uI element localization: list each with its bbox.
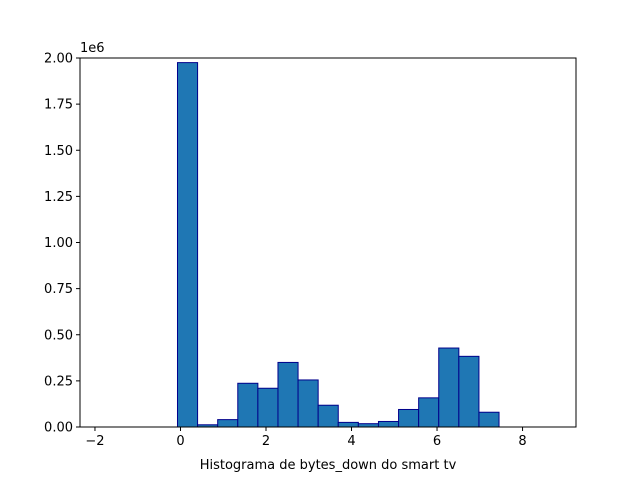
y-tick-label: 1.25 <box>44 190 73 205</box>
y-tick-label: 0.50 <box>44 328 73 343</box>
y-tick-label: 0.00 <box>44 421 73 436</box>
x-tick-label: 0 <box>176 434 184 449</box>
histogram-bar-12 <box>337 421 359 428</box>
x-tick-label: 8 <box>518 434 526 449</box>
histogram-bar-18 <box>458 355 480 428</box>
x-tick-label: 2 <box>262 434 270 449</box>
y-tick-label: 1.75 <box>44 98 73 113</box>
histogram-bar-15 <box>398 408 420 428</box>
histogram-bar-8 <box>257 387 279 428</box>
x-tick-label: 6 <box>433 434 441 449</box>
histogram-bar-11 <box>317 404 339 428</box>
y-tick-label: 1.00 <box>44 236 73 251</box>
histogram-bar-14 <box>377 420 400 428</box>
x-tick-label: 4 <box>347 434 355 449</box>
plot-background <box>80 58 576 427</box>
y-tick-label: 2.00 <box>44 52 73 67</box>
y-offset-label: 1e6 <box>80 41 105 56</box>
x-tick-label: −2 <box>85 434 104 449</box>
x-axis-label: Histograma de bytes_down do smart tv <box>200 458 457 473</box>
y-tick-label: 0.75 <box>44 282 73 297</box>
histogram-bar-9 <box>277 361 299 428</box>
histogram-bar-10 <box>297 379 319 428</box>
y-tick-label: 1.50 <box>44 144 73 159</box>
y-axis: 0.00 0.25 0.50 0.75 1.00 1.25 1.50 1.75 2.00 <box>44 52 80 436</box>
histogram-bar-6 <box>217 419 239 428</box>
histogram-bar-17 <box>438 347 460 428</box>
y-tick-label: 0.25 <box>44 374 73 389</box>
histogram-bar-4 <box>176 62 199 428</box>
histogram-bar-19 <box>478 411 500 428</box>
x-axis: −2 0 2 4 6 8 <box>85 427 527 449</box>
histogram-bar-16 <box>418 397 440 428</box>
histogram-bar-7 <box>237 382 259 428</box>
plot-area <box>80 58 576 427</box>
bars <box>176 62 500 428</box>
